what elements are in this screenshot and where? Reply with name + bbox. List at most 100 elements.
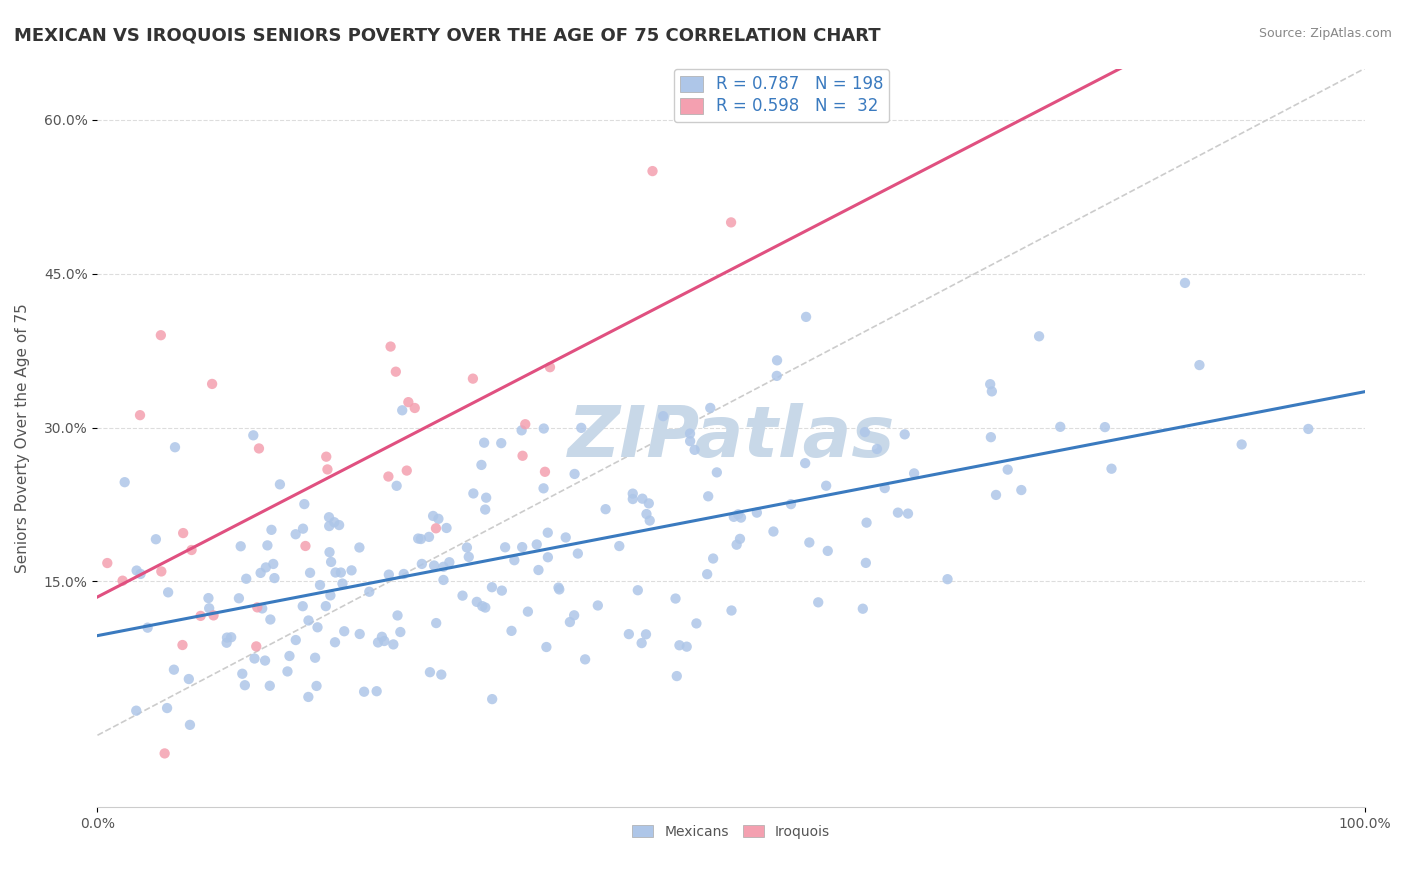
Point bbox=[284, 633, 307, 648]
Point bbox=[318, 519, 340, 533]
Point bbox=[536, 640, 558, 654]
Point bbox=[727, 508, 749, 522]
Point bbox=[387, 608, 409, 623]
Point bbox=[294, 539, 316, 553]
Point bbox=[465, 595, 488, 609]
Point bbox=[574, 652, 596, 666]
Point bbox=[631, 491, 654, 506]
Point bbox=[887, 506, 910, 520]
Point bbox=[697, 489, 720, 503]
Point bbox=[385, 479, 408, 493]
Point bbox=[263, 571, 285, 585]
Point bbox=[323, 635, 346, 649]
Point bbox=[664, 591, 686, 606]
Point bbox=[318, 510, 340, 524]
Point bbox=[621, 491, 644, 506]
Point bbox=[125, 704, 148, 718]
Point bbox=[153, 747, 176, 761]
Point bbox=[745, 506, 768, 520]
Point bbox=[125, 564, 148, 578]
Point bbox=[190, 608, 212, 623]
Point bbox=[366, 684, 388, 698]
Point bbox=[201, 376, 224, 391]
Point bbox=[172, 638, 194, 652]
Point bbox=[725, 538, 748, 552]
Point bbox=[807, 595, 830, 609]
Point bbox=[510, 423, 533, 437]
Point bbox=[1094, 420, 1116, 434]
Point bbox=[562, 608, 585, 623]
Point bbox=[617, 627, 640, 641]
Point bbox=[427, 512, 450, 526]
Point bbox=[470, 458, 492, 472]
Point bbox=[728, 532, 751, 546]
Point bbox=[382, 637, 405, 651]
Point bbox=[269, 477, 291, 491]
Point bbox=[510, 540, 533, 554]
Point bbox=[762, 524, 785, 539]
Point bbox=[278, 648, 301, 663]
Point bbox=[799, 535, 821, 549]
Point bbox=[1230, 437, 1253, 451]
Point bbox=[980, 430, 1002, 444]
Point bbox=[893, 427, 915, 442]
Point bbox=[527, 563, 550, 577]
Point bbox=[503, 553, 526, 567]
Point bbox=[380, 340, 402, 354]
Point bbox=[515, 417, 537, 432]
Point bbox=[202, 608, 225, 623]
Point bbox=[1010, 483, 1032, 497]
Point bbox=[766, 353, 789, 368]
Point bbox=[471, 599, 494, 614]
Point bbox=[391, 403, 413, 417]
Point bbox=[157, 585, 180, 599]
Point bbox=[319, 588, 342, 602]
Point bbox=[730, 510, 752, 524]
Point bbox=[340, 563, 363, 577]
Point bbox=[325, 566, 347, 580]
Point bbox=[392, 566, 415, 581]
Point bbox=[150, 565, 173, 579]
Point bbox=[607, 539, 630, 553]
Point bbox=[315, 599, 337, 614]
Point bbox=[432, 559, 454, 574]
Point bbox=[873, 481, 896, 495]
Point bbox=[586, 599, 609, 613]
Point bbox=[418, 530, 440, 544]
Point bbox=[533, 421, 555, 435]
Point bbox=[852, 601, 875, 615]
Point bbox=[332, 576, 354, 591]
Point bbox=[395, 464, 418, 478]
Point bbox=[432, 573, 454, 587]
Point bbox=[247, 442, 270, 456]
Point bbox=[481, 580, 503, 594]
Point bbox=[389, 625, 412, 640]
Point bbox=[145, 533, 167, 547]
Point bbox=[246, 600, 269, 615]
Point bbox=[491, 583, 513, 598]
Point bbox=[675, 640, 697, 654]
Point bbox=[853, 425, 876, 439]
Point bbox=[233, 678, 256, 692]
Point bbox=[292, 522, 315, 536]
Point bbox=[723, 509, 745, 524]
Point bbox=[537, 525, 560, 540]
Point bbox=[215, 631, 238, 645]
Point bbox=[512, 449, 534, 463]
Point bbox=[980, 384, 1002, 399]
Point bbox=[291, 599, 314, 614]
Point bbox=[451, 589, 474, 603]
Point bbox=[260, 523, 283, 537]
Point bbox=[177, 672, 200, 686]
Point bbox=[537, 550, 560, 565]
Point bbox=[292, 497, 315, 511]
Point bbox=[422, 508, 444, 523]
Point bbox=[474, 502, 496, 516]
Point bbox=[333, 624, 356, 639]
Point bbox=[404, 401, 426, 415]
Point bbox=[297, 614, 319, 628]
Point bbox=[349, 627, 371, 641]
Point bbox=[371, 630, 394, 644]
Point bbox=[316, 462, 339, 476]
Legend: Mexicans, Iroquois: Mexicans, Iroquois bbox=[627, 820, 835, 845]
